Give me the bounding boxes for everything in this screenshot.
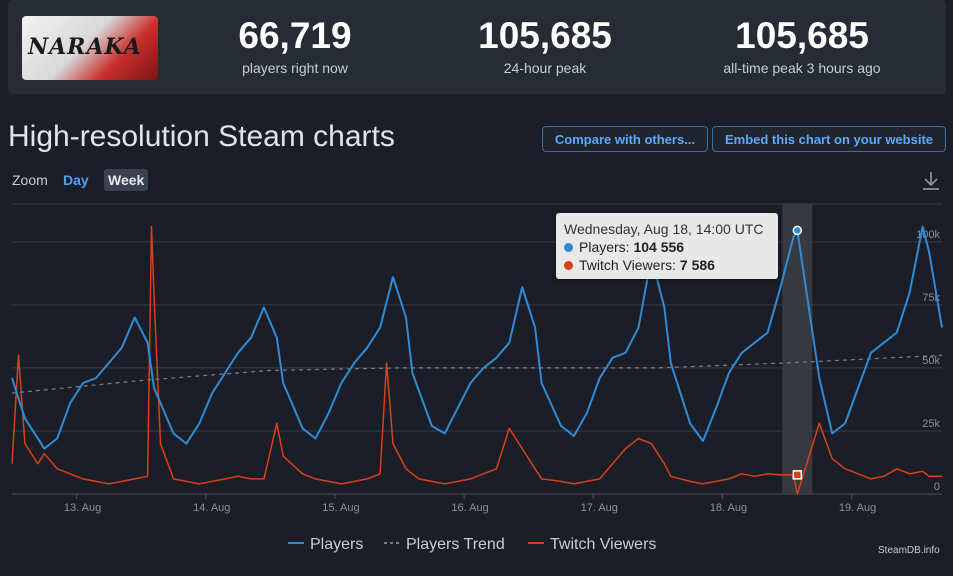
trend-line-icon (384, 542, 400, 544)
stat-all-time-peak: 105,685 all-time peak 3 hours ago (692, 14, 912, 78)
stat-current-players-label: players right now (242, 60, 348, 76)
x-tick-label: 18. Aug (710, 502, 747, 514)
stat-all-time-peak-value: 105,685 (735, 15, 869, 56)
zoom-day-button[interactable]: Day (63, 172, 89, 188)
chart-tooltip: Wednesday, Aug 18, 14:00 UTC Players: 10… (556, 213, 778, 279)
hover-band-rect (782, 204, 813, 494)
players-line-icon (288, 542, 304, 544)
tooltip-players-label: Players: (579, 239, 630, 255)
download-icon[interactable] (920, 170, 942, 197)
hover-markers (792, 225, 803, 480)
y-tick-label: 0 (934, 481, 940, 493)
stat-current-players: 66,719 players right now (185, 14, 405, 78)
compare-button[interactable]: Compare with others... (542, 126, 708, 152)
game-logo-text: NARAKA (28, 34, 142, 60)
page-title: High-resolution Steam charts (8, 120, 395, 153)
credit-link[interactable]: SteamDB.info (878, 545, 940, 556)
tooltip-twitch-label: Twitch Viewers: (579, 257, 676, 273)
legend-players-label: Players (310, 536, 364, 553)
legend-twitch[interactable]: Twitch Viewers (528, 536, 656, 554)
game-logo[interactable]: NARAKA (22, 16, 158, 80)
twitch-dot-icon (564, 261, 573, 270)
chart-lines (11, 225, 943, 495)
tooltip-players-row: Players: 104 556 (564, 239, 684, 255)
x-tick-label: 19. Aug (839, 502, 876, 514)
y-tick-label: 50k (922, 355, 940, 367)
stat-all-time-peak-label: all-time peak 3 hours ago (723, 60, 881, 76)
zoom-label: Zoom (12, 172, 48, 188)
legend-twitch-label: Twitch Viewers (550, 536, 657, 553)
stat-current-players-value: 66,719 (238, 15, 352, 56)
series-players-trend (11, 354, 943, 394)
tooltip-twitch-row: Twitch Viewers: 7 586 (564, 257, 715, 273)
stat-24h-peak: 105,685 24-hour peak (435, 14, 655, 78)
zoom-week-button[interactable]: Week (104, 169, 149, 191)
legend-players[interactable]: Players (288, 536, 363, 554)
stats-header: NARAKA 66,719 players right now 105,685 … (8, 0, 946, 94)
embed-chart-button[interactable]: Embed this chart on your website (712, 126, 946, 152)
tooltip-date: Wednesday, Aug 18, 14:00 UTC (564, 221, 764, 237)
players-dot-icon (564, 243, 573, 252)
tooltip-twitch-value: 7 586 (679, 257, 715, 273)
players-hover-marker (792, 225, 803, 236)
tooltip-players-value: 104 556 (633, 239, 685, 255)
x-tick-label: 14. Aug (193, 502, 230, 514)
series-players (11, 225, 943, 450)
hover-band (782, 204, 813, 494)
x-tick-label: 13. Aug (64, 502, 101, 514)
twitch-hover-marker (792, 470, 803, 480)
series-twitch-viewers (11, 225, 942, 495)
x-tick-label: 15. Aug (322, 502, 359, 514)
x-tick-label: 16. Aug (451, 502, 488, 514)
twitch-line-icon (528, 542, 544, 544)
legend-trend[interactable]: Players Trend (384, 536, 505, 554)
stat-24h-peak-label: 24-hour peak (503, 60, 587, 76)
legend-trend-label: Players Trend (406, 536, 505, 553)
x-axis-labels: 13. Aug 14. Aug 15. Aug 16. Aug 17. Aug 18. A… (64, 502, 876, 514)
y-tick-label: 25k (922, 418, 940, 430)
stat-24h-peak-value: 105,685 (478, 15, 612, 56)
x-tick-label: 17. Aug (581, 502, 618, 514)
